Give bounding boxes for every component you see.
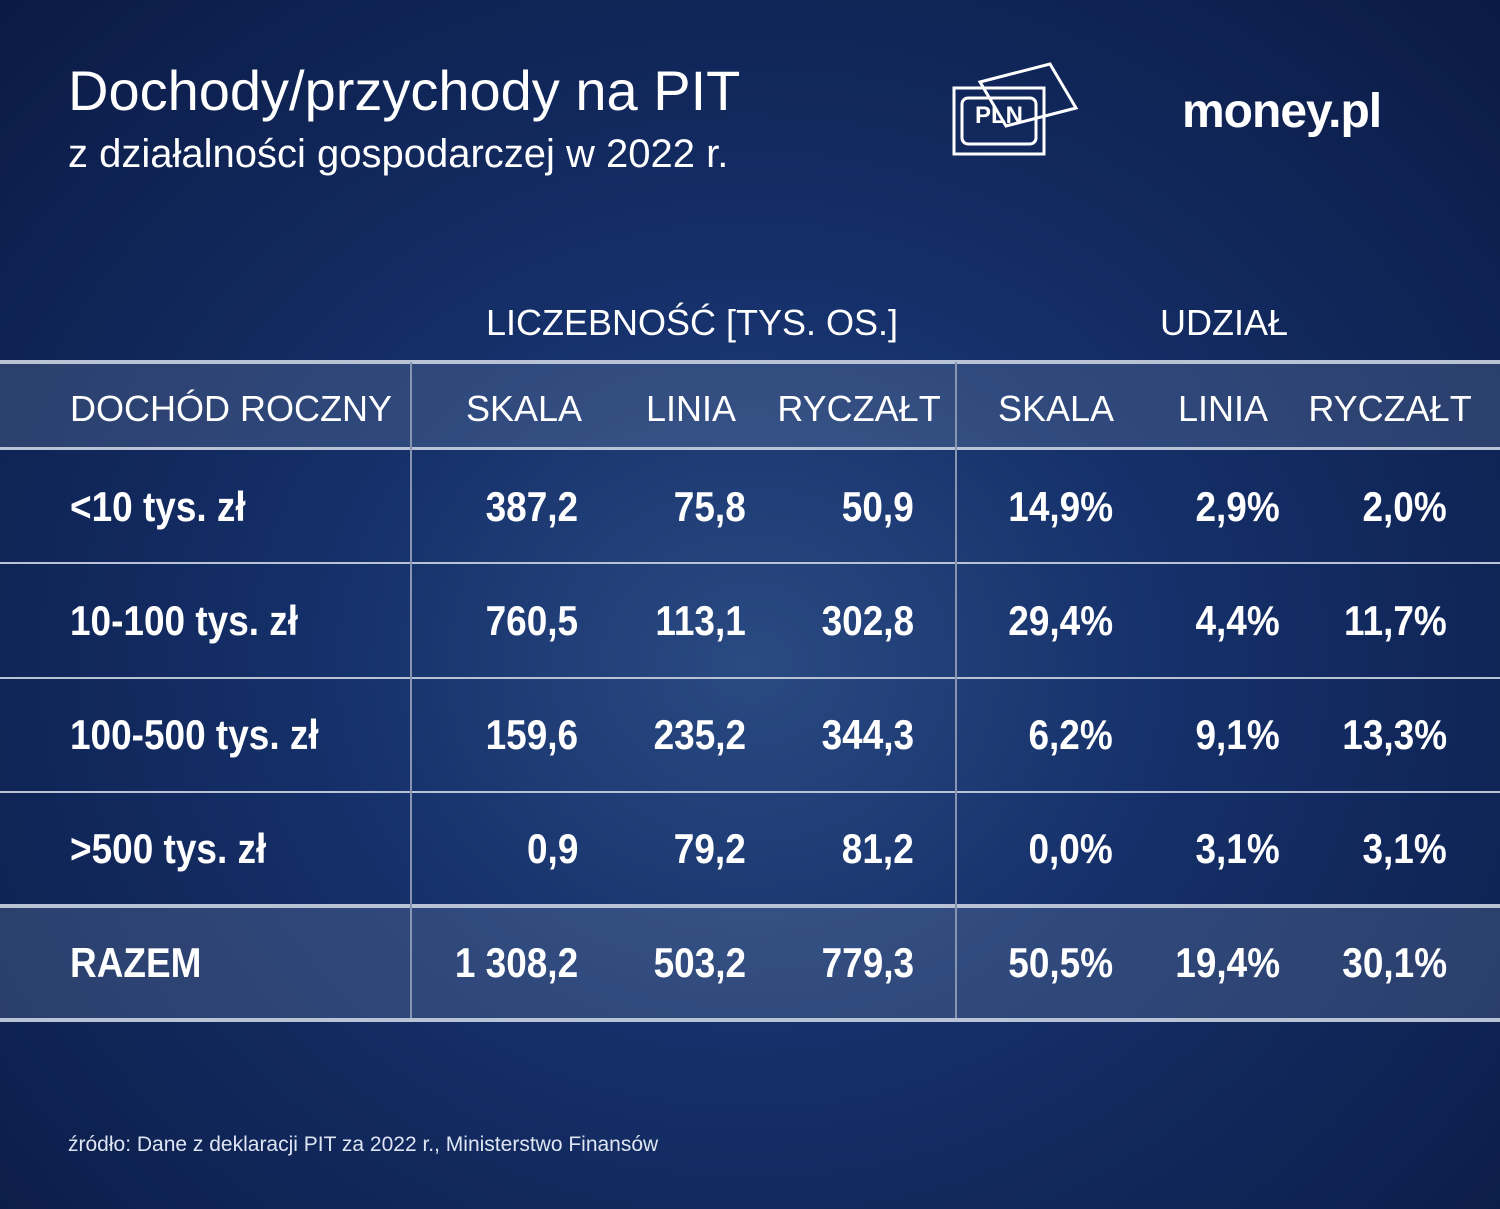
total-band xyxy=(0,906,1500,1018)
header-band xyxy=(0,362,1500,447)
row-label: >500 tys. zł xyxy=(70,825,267,872)
cell-value: 503,2 xyxy=(653,939,746,986)
cell-value: 13,3% xyxy=(1342,711,1447,758)
column-line xyxy=(955,362,957,1018)
row-label: 100-500 tys. zł xyxy=(70,711,319,758)
row-line xyxy=(0,360,1500,364)
cell-value: 9,1% xyxy=(1195,711,1280,758)
row-label: RAZEM xyxy=(70,939,202,986)
cell-value: 235,2 xyxy=(653,711,746,758)
cell-value: 387,2 xyxy=(485,483,578,530)
pln-icon: PLN xyxy=(952,62,1079,156)
cell-value: 0,0% xyxy=(1028,825,1113,872)
column-header: DOCHÓD ROCZNY xyxy=(70,388,392,429)
cell-value: 81,2 xyxy=(842,825,914,872)
cell-value: 159,6 xyxy=(485,711,578,758)
row-line xyxy=(0,447,1500,450)
cell-value: 760,5 xyxy=(485,597,578,644)
group-header: LICZEBNOŚĆ [TYS. OS.] xyxy=(485,302,899,343)
cell-value: 75,8 xyxy=(674,483,746,530)
row-label: 10-100 tys. zł xyxy=(70,597,299,644)
cell-value: 0,9 xyxy=(526,825,578,872)
row-line xyxy=(0,677,1500,679)
logo: money.pl xyxy=(1182,85,1382,138)
column-header: LINIA xyxy=(645,388,737,429)
column-line xyxy=(410,362,412,1018)
cell-value: 14,9% xyxy=(1008,483,1113,530)
cell-value: 1 308,2 xyxy=(454,939,578,986)
subtitle: z działalności gospodarczej w 2022 r. xyxy=(68,132,729,176)
row-label: <10 tys. zł xyxy=(70,483,246,530)
cell-value: 6,2% xyxy=(1028,711,1113,758)
cell-value: 79,2 xyxy=(674,825,746,872)
cell-value: 2,0% xyxy=(1362,483,1447,530)
source: źródło: Dane z deklaracji PIT za 2022 r.… xyxy=(68,1133,659,1156)
row-line xyxy=(0,791,1500,793)
cell-value: 113,1 xyxy=(655,597,746,644)
column-header: LINIA xyxy=(1177,388,1269,429)
cell-value: 30,1% xyxy=(1342,939,1447,986)
row-line xyxy=(0,562,1500,564)
column-header: SKALA xyxy=(465,388,583,429)
cell-value: 779,3 xyxy=(821,939,914,986)
cell-value: 11,7% xyxy=(1344,597,1447,644)
cell-value: 3,1% xyxy=(1362,825,1447,872)
cell-value: 344,3 xyxy=(821,711,914,758)
cell-value: 302,8 xyxy=(821,597,914,644)
cell-value: 50,9 xyxy=(842,483,914,530)
cell-value: 2,9% xyxy=(1195,483,1280,530)
column-header: RYCZAŁT xyxy=(777,388,941,429)
row-line xyxy=(0,1018,1500,1022)
row-line xyxy=(0,904,1500,908)
icon-label: PLN xyxy=(975,102,1023,129)
column-header: RYCZAŁT xyxy=(1308,388,1472,429)
cell-value: 3,1% xyxy=(1195,825,1280,872)
group-header: UDZIAŁ xyxy=(1159,302,1289,343)
title: Dochody/przychody na PIT xyxy=(68,59,741,122)
cell-value: 50,5% xyxy=(1008,939,1113,986)
column-header: SKALA xyxy=(997,388,1115,429)
cell-value: 29,4% xyxy=(1008,597,1113,644)
cell-value: 4,4% xyxy=(1195,597,1280,644)
cell-value: 19,4% xyxy=(1175,939,1280,986)
